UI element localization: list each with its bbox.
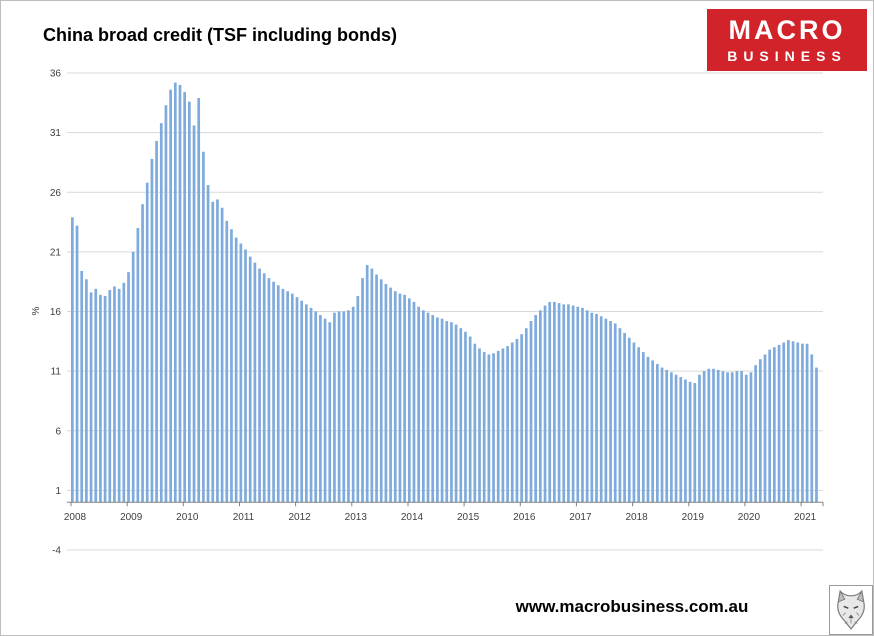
website-url: www.macrobusiness.com.au	[515, 597, 749, 616]
svg-text:2018: 2018	[625, 512, 648, 523]
logo-line-business: BUSINESS	[727, 47, 847, 64]
svg-text:16: 16	[50, 307, 62, 318]
svg-text:31: 31	[50, 128, 62, 139]
svg-text:26: 26	[50, 188, 62, 199]
svg-text:2014: 2014	[401, 512, 424, 523]
wolf-logo-box	[829, 585, 873, 635]
svg-text:2020: 2020	[738, 512, 761, 523]
wolf-logo-icon	[837, 589, 865, 630]
svg-text:-4: -4	[52, 546, 61, 557]
svg-text:2015: 2015	[457, 512, 480, 523]
svg-text:6: 6	[55, 426, 61, 437]
svg-text:2010: 2010	[176, 512, 199, 523]
svg-text:2019: 2019	[682, 512, 705, 523]
svg-text:2008: 2008	[64, 512, 87, 523]
credit-growth-bar-chart: 36 31 26 21 16 11 6 1 -4% 2008 2009 2010 2011 2012 201…	[31, 69, 824, 557]
chart-title: China broad credit (TSF including bonds)	[43, 25, 397, 45]
svg-text:%: %	[31, 306, 42, 315]
svg-text:11: 11	[51, 367, 62, 378]
svg-text:2017: 2017	[569, 512, 592, 523]
svg-text:2013: 2013	[345, 512, 368, 523]
logo-line-macro: MACRO	[728, 14, 846, 45]
svg-text:36: 36	[50, 69, 62, 80]
svg-text:2009: 2009	[120, 512, 143, 523]
svg-text:21: 21	[50, 247, 62, 258]
svg-text:2016: 2016	[513, 512, 536, 523]
svg-text:2021: 2021	[794, 512, 817, 523]
svg-text:2012: 2012	[288, 512, 311, 523]
macrobusiness-logo: MACRO BUSINESS	[707, 9, 867, 71]
svg-text:1: 1	[55, 486, 61, 497]
svg-text:2011: 2011	[233, 512, 255, 523]
